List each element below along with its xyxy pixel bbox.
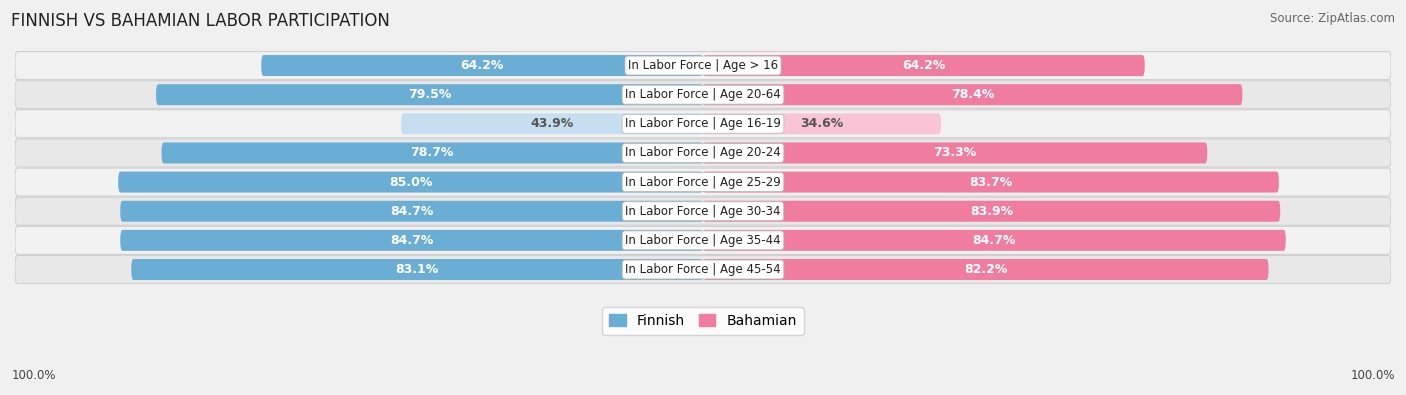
Text: 64.2%: 64.2%	[903, 59, 946, 72]
Text: 83.1%: 83.1%	[395, 263, 439, 276]
Text: In Labor Force | Age 20-24: In Labor Force | Age 20-24	[626, 147, 780, 160]
Text: 100.0%: 100.0%	[1350, 369, 1395, 382]
FancyBboxPatch shape	[156, 84, 703, 105]
FancyBboxPatch shape	[703, 113, 941, 134]
FancyBboxPatch shape	[15, 197, 1391, 225]
Text: 43.9%: 43.9%	[530, 117, 574, 130]
FancyBboxPatch shape	[121, 230, 703, 251]
Text: 100.0%: 100.0%	[11, 369, 56, 382]
Text: 85.0%: 85.0%	[389, 176, 432, 188]
FancyBboxPatch shape	[131, 259, 703, 280]
Text: In Labor Force | Age 25-29: In Labor Force | Age 25-29	[626, 176, 780, 188]
Text: 83.7%: 83.7%	[969, 176, 1012, 188]
FancyBboxPatch shape	[15, 168, 1391, 196]
Text: 78.4%: 78.4%	[950, 88, 994, 101]
FancyBboxPatch shape	[15, 226, 1391, 254]
FancyBboxPatch shape	[15, 139, 1391, 167]
FancyBboxPatch shape	[15, 52, 1391, 79]
FancyBboxPatch shape	[121, 201, 703, 222]
Legend: Finnish, Bahamian: Finnish, Bahamian	[602, 307, 804, 335]
Text: In Labor Force | Age 16-19: In Labor Force | Age 16-19	[626, 117, 780, 130]
Text: 78.7%: 78.7%	[411, 147, 454, 160]
FancyBboxPatch shape	[703, 259, 1268, 280]
Text: Source: ZipAtlas.com: Source: ZipAtlas.com	[1270, 12, 1395, 25]
Text: 84.7%: 84.7%	[389, 205, 433, 218]
FancyBboxPatch shape	[118, 171, 703, 193]
FancyBboxPatch shape	[703, 84, 1243, 105]
Text: 84.7%: 84.7%	[389, 234, 433, 247]
FancyBboxPatch shape	[703, 201, 1281, 222]
Text: In Labor Force | Age 20-64: In Labor Force | Age 20-64	[626, 88, 780, 101]
FancyBboxPatch shape	[15, 81, 1391, 109]
FancyBboxPatch shape	[262, 55, 703, 76]
FancyBboxPatch shape	[703, 171, 1279, 193]
Text: 82.2%: 82.2%	[965, 263, 1008, 276]
Text: In Labor Force | Age > 16: In Labor Force | Age > 16	[628, 59, 778, 72]
FancyBboxPatch shape	[15, 256, 1391, 284]
Text: In Labor Force | Age 35-44: In Labor Force | Age 35-44	[626, 234, 780, 247]
FancyBboxPatch shape	[15, 110, 1391, 138]
Text: 34.6%: 34.6%	[800, 117, 844, 130]
Text: 84.7%: 84.7%	[973, 234, 1017, 247]
FancyBboxPatch shape	[401, 113, 703, 134]
Text: FINNISH VS BAHAMIAN LABOR PARTICIPATION: FINNISH VS BAHAMIAN LABOR PARTICIPATION	[11, 12, 389, 30]
Text: 79.5%: 79.5%	[408, 88, 451, 101]
FancyBboxPatch shape	[703, 55, 1144, 76]
FancyBboxPatch shape	[162, 143, 703, 164]
FancyBboxPatch shape	[703, 230, 1285, 251]
FancyBboxPatch shape	[703, 143, 1208, 164]
Text: 64.2%: 64.2%	[460, 59, 503, 72]
Text: 73.3%: 73.3%	[934, 147, 977, 160]
Text: 83.9%: 83.9%	[970, 205, 1014, 218]
Text: In Labor Force | Age 45-54: In Labor Force | Age 45-54	[626, 263, 780, 276]
Text: In Labor Force | Age 30-34: In Labor Force | Age 30-34	[626, 205, 780, 218]
